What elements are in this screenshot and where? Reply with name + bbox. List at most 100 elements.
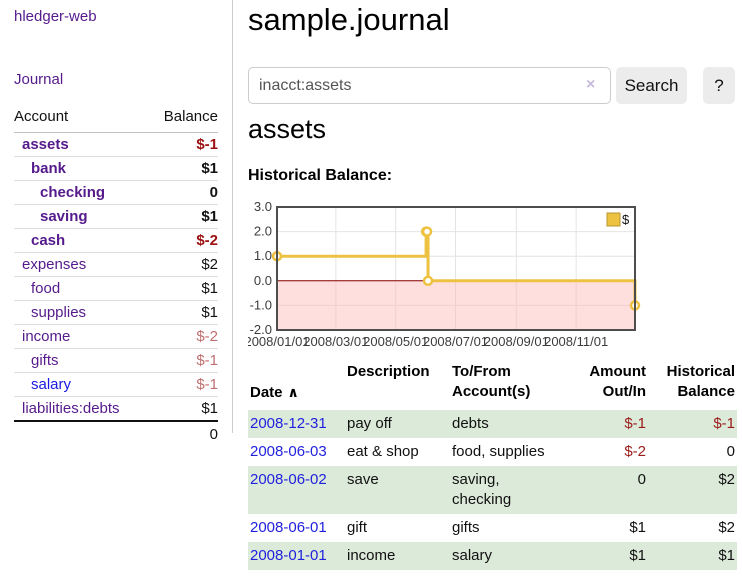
register-balance: $2 <box>718 519 735 536</box>
x-tick-label: 2008/09/01 <box>484 334 549 349</box>
account-balance: $2 <box>201 256 218 273</box>
account-row: checking 0 <box>14 181 218 205</box>
register-accounts: gifts <box>452 519 480 536</box>
account-link[interactable]: cash <box>31 232 66 249</box>
account-link[interactable]: liabilities:debts <box>22 400 120 417</box>
register-amount: $1 <box>629 547 646 564</box>
main-content: sample.journal × Search ? assets Histori… <box>248 0 742 582</box>
account-balance: $1 <box>201 160 218 177</box>
accounts-col-header: Account <box>14 108 69 125</box>
register-description: pay off <box>347 415 392 432</box>
account-balance: $-1 <box>196 352 218 369</box>
plot-border <box>276 206 636 331</box>
sort-ascending-icon: ∧ <box>287 384 299 400</box>
register-row: 2008-12-31 pay off debts $-1 $-1 <box>248 410 737 438</box>
register-balance: 0 <box>726 443 735 460</box>
nav-journal-link[interactable]: Journal <box>14 71 64 88</box>
sort-by-date-link[interactable]: Date ∧ <box>250 384 299 401</box>
balance-col-header: Balance <box>163 108 218 125</box>
register-balance: $2 <box>718 471 735 488</box>
register-row: 2008-06-01 gift gifts $1 $2 <box>248 514 737 542</box>
account-row: cash $-2 <box>14 229 218 253</box>
search-input[interactable] <box>248 67 611 104</box>
account-link[interactable]: gifts <box>31 352 59 369</box>
account-balance: $1 <box>201 304 218 321</box>
y-tick-label: 2.0 <box>254 224 272 239</box>
page-title: sample.journal <box>248 2 450 37</box>
account-heading: assets <box>248 114 327 144</box>
account-row: income $-2 <box>14 325 218 349</box>
date-header-label: Date <box>250 384 283 401</box>
register-date-link[interactable]: 2008-06-02 <box>250 471 327 488</box>
account-row: bank $1 <box>14 157 218 181</box>
data-point-marker <box>422 275 434 287</box>
register-amount: $-1 <box>624 415 646 432</box>
x-tick-label: 2008/01/01 <box>248 334 310 349</box>
register-accounts: debts <box>452 415 489 432</box>
account-balance: 0 <box>209 184 218 201</box>
y-tick-label: -1.0 <box>250 297 272 312</box>
account-row: expenses $2 <box>14 253 218 277</box>
account-link[interactable]: bank <box>31 160 67 177</box>
account-balance: $1 <box>201 208 218 225</box>
account-row: assets $-1 <box>14 133 218 157</box>
register-description: income <box>347 547 396 564</box>
account-balance: $-1 <box>196 136 218 153</box>
search-button[interactable]: Search <box>616 67 687 104</box>
register-balance: $1 <box>718 547 735 564</box>
col-header-date: Date ∧ <box>248 360 345 410</box>
account-link[interactable]: income <box>22 328 71 345</box>
help-button[interactable]: ? <box>703 67 735 104</box>
balance-chart-svg: $3.0 2.0 1.0 0.0 -1.0 -2.02008/01/012008/03/0… <box>248 200 641 349</box>
register-amount: 0 <box>637 471 646 488</box>
x-tick-label: 2008/05/01 <box>363 334 428 349</box>
account-row: supplies $1 <box>14 301 218 325</box>
account-row: liabilities:debts $1 <box>14 397 218 420</box>
account-link[interactable]: expenses <box>22 256 87 273</box>
register-description: save <box>347 471 379 488</box>
col-header-description: Description <box>347 363 430 380</box>
accounts-table: Account Balance assets $-1 bank $1 check… <box>14 104 218 447</box>
register-description: gift <box>347 519 368 536</box>
register-row: 2008-01-01 income salary $1 $1 <box>248 542 737 570</box>
account-link[interactable]: food <box>31 280 61 297</box>
y-tick-label: 3.0 <box>254 200 272 214</box>
account-link[interactable]: salary <box>31 376 72 393</box>
register-date-link[interactable]: 2008-06-01 <box>250 519 327 536</box>
accounts-total: 0 <box>14 420 218 447</box>
account-row: saving $1 <box>14 205 218 229</box>
col-header-accounts: To/From Account(s) <box>452 363 531 400</box>
register-date-link[interactable]: 2008-01-01 <box>250 547 327 564</box>
accounts-table-header: Account Balance <box>14 104 218 133</box>
register-accounts: food, supplies <box>452 443 545 460</box>
account-balance: $1 <box>201 280 218 297</box>
account-link[interactable]: supplies <box>31 304 87 321</box>
register-body: 2008-12-31 pay off debts $-1 $-1 2008-06… <box>248 410 737 570</box>
legend-label: $ <box>622 212 630 227</box>
account-row: gifts $-1 <box>14 349 218 373</box>
y-tick-label: -2.0 <box>250 322 272 337</box>
register-header-row: Date ∧ Description To/From Account(s) Amo… <box>248 360 737 410</box>
account-link[interactable]: saving <box>40 208 88 225</box>
chart-title: Historical Balance: <box>248 167 393 184</box>
register-balance: $-1 <box>713 415 735 432</box>
clear-search-icon[interactable]: × <box>586 76 596 93</box>
register-date-link[interactable]: 2008-12-31 <box>250 415 327 432</box>
account-row: salary $-1 <box>14 373 218 397</box>
x-tick-label: 2008/11/01 <box>544 334 608 349</box>
account-link[interactable]: assets <box>22 136 69 153</box>
x-tick-label: 2008/03/01 <box>303 334 368 349</box>
account-balance: $-2 <box>196 232 218 249</box>
register-amount: $1 <box>629 519 646 536</box>
register-row: 2008-06-03 eat & shop food, supplies $-2… <box>248 438 737 466</box>
register-row: 2008-06-02 save saving, checking 0 $2 <box>248 466 737 514</box>
register-accounts: saving, checking <box>452 471 512 508</box>
data-point-marker <box>421 226 433 237</box>
register-table: Date ∧ Description To/From Account(s) Amo… <box>248 360 737 570</box>
account-row: food $1 <box>14 277 218 301</box>
register-date-link[interactable]: 2008-06-03 <box>250 443 327 460</box>
account-link[interactable]: checking <box>40 184 106 201</box>
register-amount: $-2 <box>624 443 646 460</box>
account-balance: $-1 <box>196 376 218 393</box>
app-brand-link[interactable]: hledger-web <box>14 8 97 25</box>
